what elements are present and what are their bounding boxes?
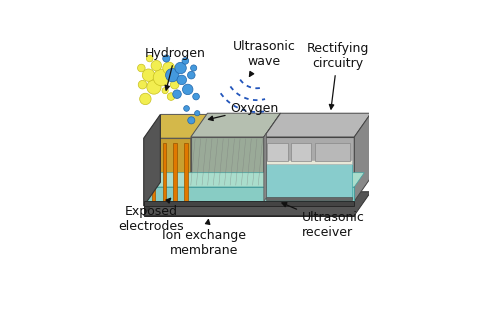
Polygon shape (145, 138, 191, 206)
Text: Oxygen: Oxygen (208, 102, 279, 121)
Circle shape (142, 69, 155, 81)
Text: Exposed
electrodes: Exposed electrodes (118, 198, 184, 233)
Circle shape (190, 65, 197, 71)
Circle shape (137, 64, 145, 72)
Circle shape (162, 87, 168, 94)
Circle shape (146, 55, 153, 62)
Bar (173, 143, 177, 204)
Circle shape (177, 75, 187, 85)
Bar (266, 197, 353, 200)
Text: Ion exchange
membrane: Ion exchange membrane (162, 220, 246, 257)
Bar (151, 143, 155, 204)
Polygon shape (144, 114, 160, 206)
Polygon shape (191, 114, 207, 206)
Polygon shape (145, 187, 354, 201)
Bar (185, 143, 188, 204)
Circle shape (163, 62, 175, 74)
Polygon shape (145, 173, 364, 187)
Polygon shape (144, 206, 354, 216)
Circle shape (182, 57, 188, 64)
Circle shape (175, 62, 187, 74)
Text: Ultrasonic
receiver: Ultrasonic receiver (282, 203, 365, 239)
Circle shape (147, 80, 161, 94)
Bar (163, 143, 167, 204)
Circle shape (153, 69, 170, 86)
Polygon shape (144, 192, 371, 216)
Bar (267, 143, 288, 161)
Polygon shape (264, 133, 266, 201)
Bar (315, 143, 350, 161)
Text: Ultrasonic
wave: Ultrasonic wave (232, 40, 295, 76)
Circle shape (183, 84, 193, 95)
Polygon shape (264, 113, 281, 187)
Polygon shape (191, 113, 281, 137)
Circle shape (167, 93, 175, 100)
Circle shape (138, 80, 147, 89)
Circle shape (195, 111, 200, 116)
Text: Hydrogen: Hydrogen (145, 47, 206, 90)
Circle shape (193, 93, 199, 100)
Circle shape (140, 93, 151, 105)
Bar (146, 186, 189, 205)
Bar (291, 143, 312, 161)
Text: Rectifying
circuitry: Rectifying circuitry (306, 42, 369, 109)
Circle shape (166, 69, 179, 82)
Bar (266, 162, 353, 198)
Circle shape (163, 55, 170, 62)
Circle shape (151, 60, 162, 71)
Polygon shape (145, 114, 207, 138)
Circle shape (187, 71, 195, 79)
Polygon shape (264, 137, 354, 201)
Bar (266, 160, 353, 164)
Bar (144, 201, 354, 206)
Circle shape (173, 90, 181, 99)
Polygon shape (191, 137, 264, 187)
Circle shape (184, 106, 189, 111)
Polygon shape (264, 113, 371, 137)
Circle shape (187, 117, 195, 124)
Polygon shape (354, 113, 371, 201)
Circle shape (170, 80, 179, 89)
